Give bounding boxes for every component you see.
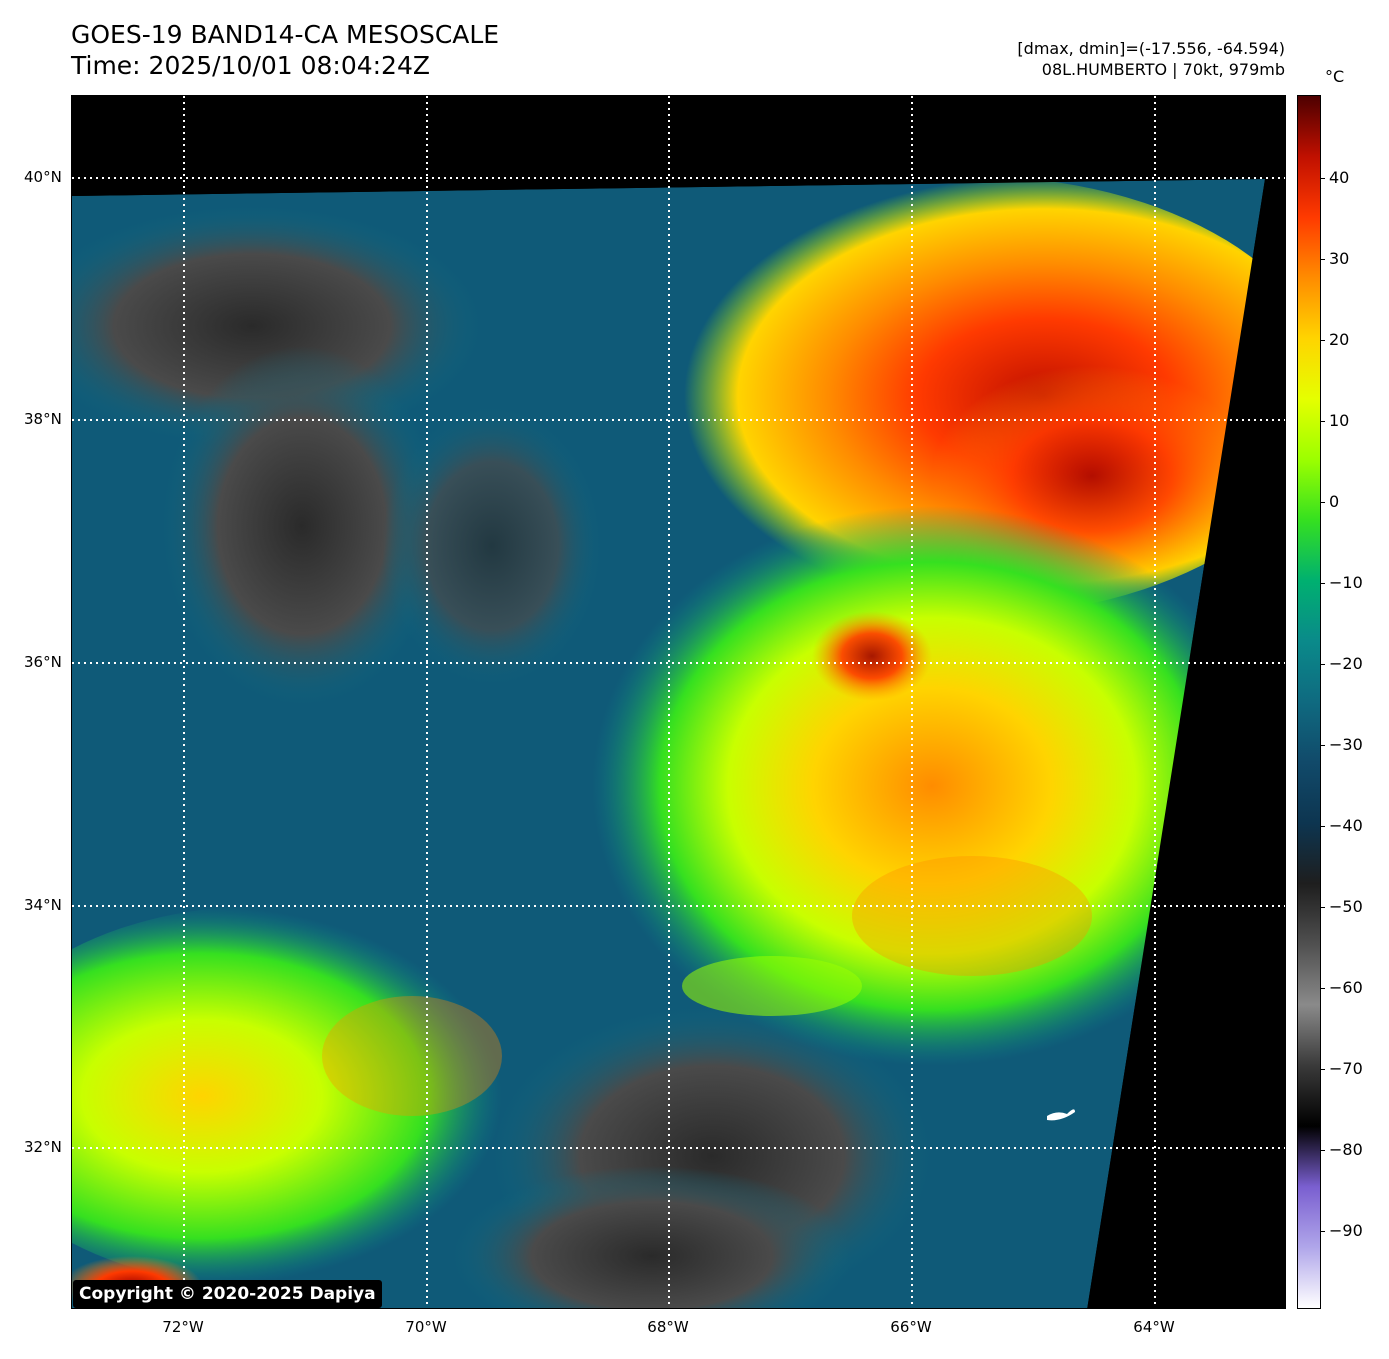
colorbar-tick-mark xyxy=(1321,583,1325,584)
colorbar-tick-label: −80 xyxy=(1329,1140,1363,1159)
lat-label-38n: 38°N xyxy=(24,410,62,428)
lon-label-72w: 72°W xyxy=(162,1318,204,1336)
colorbar-tick-mark xyxy=(1321,1069,1325,1070)
colorbar-tick-label: −40 xyxy=(1329,816,1363,835)
colorbar-tick-mark xyxy=(1321,664,1325,665)
colorbar-tick-mark xyxy=(1321,907,1325,908)
colorbar-tick-label: −50 xyxy=(1329,897,1363,916)
colorbar-tick-mark xyxy=(1321,988,1325,989)
colorbar-tick-label: 10 xyxy=(1329,411,1350,430)
colorbar-tick-mark xyxy=(1321,826,1325,827)
colorbar-tick-label: −10 xyxy=(1329,573,1363,592)
colorbar-tick-mark xyxy=(1321,1231,1325,1232)
colorbar-tick-mark xyxy=(1321,178,1325,179)
colorbar-tick-mark xyxy=(1321,745,1325,746)
lat-label-40n: 40°N xyxy=(24,168,62,186)
colorbar-tick-mark xyxy=(1321,421,1325,422)
colorbar-tick-label: −70 xyxy=(1329,1059,1363,1078)
dmax-dmin-readout: [dmax, dmin]=(-17.556, -64.594) xyxy=(1017,39,1285,58)
colorbar-tick-label: −60 xyxy=(1329,978,1363,997)
satellite-map[interactable] xyxy=(71,95,1286,1309)
lat-label-32n: 32°N xyxy=(24,1138,62,1156)
colorbar-tick-mark xyxy=(1321,502,1325,503)
storm-label: 08L.HUMBERTO | 70kt, 979mb xyxy=(1041,60,1285,79)
product-title: GOES-19 BAND14-CA MESOSCALE xyxy=(71,20,500,49)
lon-label-64w: 64°W xyxy=(1133,1318,1175,1336)
copyright-badge: Copyright © 2020-2025 Dapiya xyxy=(73,1280,382,1308)
lon-label-66w: 66°W xyxy=(890,1318,932,1336)
lat-label-34n: 34°N xyxy=(24,896,62,914)
colorbar-tick-label: −20 xyxy=(1329,654,1363,673)
colorbar-unit: °C xyxy=(1325,67,1345,86)
bermuda-outline xyxy=(1047,1109,1075,1121)
lon-label-70w: 70°W xyxy=(405,1318,447,1336)
lon-label-68w: 68°W xyxy=(647,1318,689,1336)
colorbar-tick-label: 40 xyxy=(1329,168,1350,187)
colorbar-tick-label: 30 xyxy=(1329,249,1350,268)
colorbar-tick-mark xyxy=(1321,1150,1325,1151)
colorbar-tick-mark xyxy=(1321,259,1325,260)
colorbar-tick-label: 0 xyxy=(1329,492,1340,511)
colorbar-tick-label: −30 xyxy=(1329,735,1363,754)
storm-info: [dmax, dmin]=(-17.556, -64.594) 08L.HUMB… xyxy=(1017,38,1285,80)
lat-label-36n: 36°N xyxy=(24,653,62,671)
graticule xyxy=(72,96,1285,1308)
colorbar-tick-mark xyxy=(1321,340,1325,341)
satellite-imagery xyxy=(72,96,1285,1308)
colorbar-tick-label: 20 xyxy=(1329,330,1350,349)
observation-time: Time: 2025/10/01 08:04:24Z xyxy=(71,51,430,80)
colorbar xyxy=(1297,95,1321,1309)
colorbar-tick-label: −90 xyxy=(1329,1221,1363,1240)
